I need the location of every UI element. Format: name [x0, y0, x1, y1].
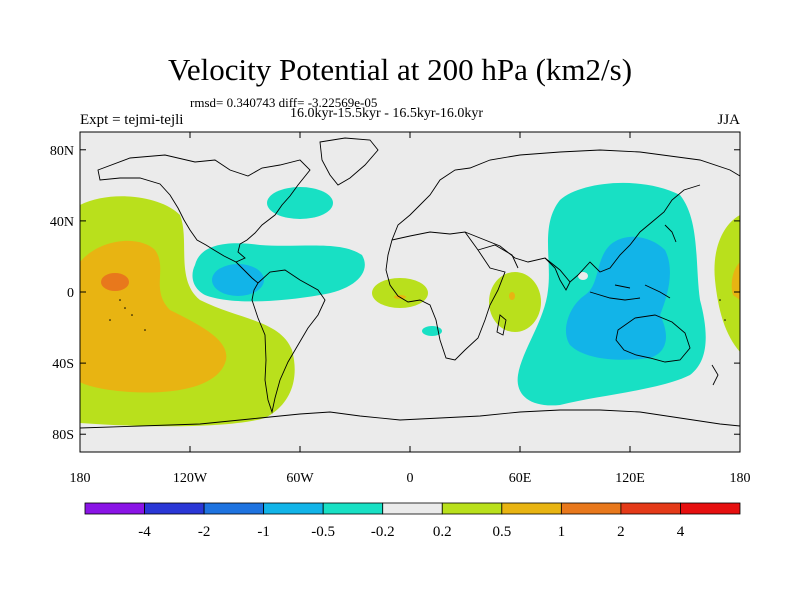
- coast-indonesia: [589, 284, 671, 301]
- y-tick-label: 0: [67, 286, 74, 301]
- coast-central-america: [235, 261, 259, 284]
- contour-fills: [80, 182, 740, 427]
- colorbar: -4 -2 -1 -0.5 -0.2 0.2 0.5 1 2 4: [84, 502, 741, 540]
- island-dot: [144, 329, 146, 331]
- coast-asia-south: [464, 184, 701, 283]
- x-axis: 180 120W 60W 0 60E 120E 180: [70, 132, 751, 486]
- y-tick-label: 80N: [50, 144, 74, 159]
- colorbar-swatch: [680, 502, 741, 515]
- east-africa-positive: [489, 272, 541, 332]
- coast-north-america: [97, 154, 311, 263]
- colorbar-swatch: [263, 502, 324, 515]
- colorbar-swatch: [501, 502, 562, 515]
- pacific-positive-peak: [101, 273, 129, 291]
- colorbar-swatch: [144, 502, 205, 515]
- colorbar-swatch: [560, 502, 622, 515]
- experiment-label: Expt = tejmi-tejli: [80, 112, 184, 128]
- coast-antarctica: [80, 409, 740, 429]
- x-tick-label: 180: [730, 471, 751, 486]
- colorbar-swatch: [382, 502, 443, 515]
- colorbar-label: 0.5: [492, 524, 511, 540]
- island-dot: [119, 299, 121, 301]
- season-label: JJA: [717, 112, 740, 128]
- east-africa-dot: [509, 292, 515, 300]
- y-tick-label: 80S: [52, 428, 74, 443]
- colorbar-swatch: [322, 502, 384, 515]
- coast-madagascar: [496, 314, 507, 336]
- colorbar-label: 0.2: [433, 524, 452, 540]
- colorbar-label: -4: [138, 524, 151, 540]
- coast-japan: [664, 224, 677, 243]
- colorbar-label: -0.5: [311, 524, 335, 540]
- island-dot: [124, 307, 126, 309]
- indo-pacific-white-spot: [578, 272, 588, 280]
- coast-south-america: [251, 269, 326, 414]
- colorbar-swatch: [84, 502, 145, 515]
- x-tick-label: 120E: [615, 471, 645, 486]
- colorbar-label: -0.2: [371, 524, 395, 540]
- y-axis: 80N 40N 0 40S 80S: [50, 144, 740, 443]
- colorbar-swatch: [441, 502, 503, 515]
- colorbar-label: 4: [677, 524, 685, 540]
- coast-africa: [385, 231, 506, 361]
- island-dot: [131, 314, 133, 316]
- x-tick-label: 60E: [509, 471, 532, 486]
- island-dot: [109, 319, 111, 321]
- y-tick-label: 40N: [50, 215, 74, 230]
- atlantic-negative-core: [212, 264, 264, 296]
- island-dots: [109, 299, 726, 331]
- period-label: 16.0kyr-15.5kyr - 16.5kyr-16.0kyr: [290, 106, 484, 121]
- indo-pacific-negative-core: [565, 236, 670, 360]
- rmsd-label: rmsd= 0.340743 diff= -3.22569e-05: [190, 95, 378, 110]
- south-atlantic-negative: [422, 326, 442, 336]
- east-edge-positive-core: [731, 262, 740, 300]
- coast-new-zealand: [711, 364, 719, 386]
- coast-india: [544, 257, 571, 291]
- chart-title: Velocity Potential at 200 hPa (km2/s): [167, 52, 633, 87]
- coastlines: [80, 137, 740, 429]
- coast-eurasia: [391, 149, 740, 241]
- x-tick-label: 180: [70, 471, 91, 486]
- colorbar-swatch: [620, 502, 681, 515]
- east-edge-positive: [714, 215, 740, 352]
- island-dot: [724, 319, 726, 321]
- coast-arabia: [477, 244, 519, 269]
- colorbar-label: 2: [617, 524, 625, 540]
- island-dot: [719, 299, 721, 301]
- north-atlantic-negative: [267, 187, 333, 219]
- gulf-guinea-positive: [372, 278, 428, 308]
- x-tick-label: 120W: [173, 471, 208, 486]
- colorbar-swatch: [203, 502, 265, 515]
- colorbar-label: 1: [558, 524, 566, 540]
- coast-greenland: [319, 137, 379, 186]
- y-tick-label: 40S: [52, 357, 74, 372]
- coast-australia: [615, 314, 691, 363]
- x-tick-label: 0: [407, 471, 414, 486]
- colorbar-label: -2: [198, 524, 211, 540]
- colorbar-label: -1: [257, 524, 270, 540]
- x-tick-label: 60W: [286, 471, 314, 486]
